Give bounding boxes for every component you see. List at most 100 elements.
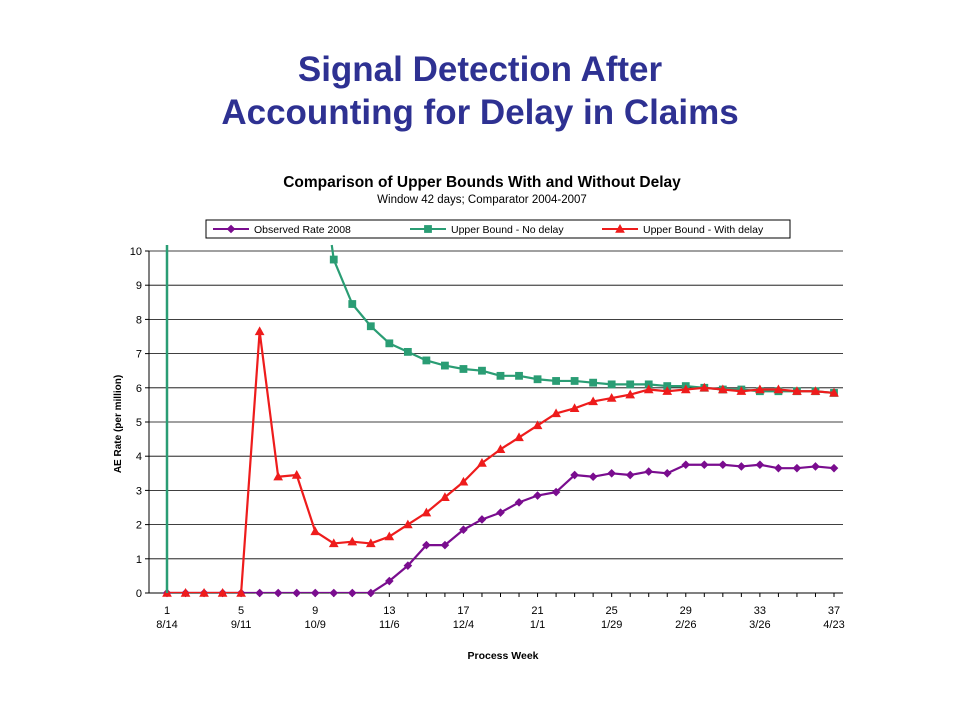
data-point (329, 255, 338, 264)
data-point (552, 377, 560, 385)
x-tick-label-date: 11/6 (379, 619, 400, 631)
data-point (717, 384, 728, 394)
x-tick-label-week: 29 (680, 605, 692, 617)
x-tick-label-week: 21 (531, 605, 543, 617)
y-tick-label: 8 (136, 314, 142, 326)
data-point (532, 420, 543, 430)
data-point (569, 403, 580, 413)
slide-title-line-1: Signal Detection After (297, 50, 663, 89)
series-line (167, 463, 835, 593)
x-tick-label-week: 1 (164, 605, 170, 617)
x-tick-label-date: 10/9 (305, 619, 326, 631)
x-tick-label-date: 3/26 (749, 619, 770, 631)
data-point (644, 467, 654, 476)
x-tick-label-date: 8/14 (156, 619, 177, 631)
data-point (515, 371, 523, 380)
data-point (662, 468, 672, 478)
y-axis-label: AE Rate (per million) (113, 375, 124, 473)
legend-swatch-marker (424, 225, 432, 233)
data-point (255, 588, 264, 598)
data-point (384, 531, 395, 541)
data-point (774, 463, 783, 473)
data-point (514, 432, 524, 442)
legend-box (205, 219, 791, 239)
x-tick-label-week: 37 (828, 605, 840, 617)
chart-legend: Observed Rate 2008 Upper Bound - No delay… (205, 219, 791, 239)
series-line (167, 330, 835, 593)
x-tick-label-date: 1/1 (530, 619, 545, 631)
data-point (273, 471, 284, 481)
data-point (328, 538, 339, 548)
x-tick-label-week: 25 (606, 605, 618, 617)
data-point (643, 384, 654, 394)
data-point (514, 498, 524, 507)
data-point (459, 365, 468, 373)
legend-swatch-marker (226, 224, 236, 234)
y-tick-label: 9 (136, 280, 142, 292)
x-tick-label-week: 13 (383, 605, 395, 617)
data-point (458, 476, 469, 486)
y-tick-label: 10 (130, 246, 142, 258)
data-point (440, 492, 450, 501)
data-point (236, 587, 246, 597)
data-point (422, 356, 431, 365)
data-point (662, 386, 673, 395)
y-tick-label: 5 (136, 417, 142, 429)
data-point (810, 386, 821, 395)
legend-label: Upper Bound - With delay (643, 224, 764, 236)
data-point (477, 515, 487, 524)
x-axis-label: Process Week (467, 650, 538, 662)
data-point (681, 460, 691, 470)
chart-subtitle: Window 42 days; Comparator 2004-2007 (377, 194, 587, 206)
data-point (625, 470, 635, 480)
y-tick-label: 7 (136, 349, 142, 361)
series-line (330, 244, 835, 395)
data-point (347, 588, 357, 598)
slide-title: Signal Detection After Accounting for De… (0, 48, 960, 134)
data-point (533, 375, 542, 384)
data-point (478, 366, 486, 375)
data-point (477, 458, 487, 467)
data-point (496, 508, 505, 517)
data-point (551, 408, 561, 418)
legend-label: Observed Rate 2008 (254, 224, 351, 236)
data-point (699, 460, 709, 470)
data-point (755, 460, 765, 470)
data-point (365, 538, 376, 548)
y-tick-label: 4 (136, 451, 142, 463)
data-point (440, 540, 450, 550)
data-point (533, 491, 542, 500)
data-point (199, 587, 209, 597)
data-point (366, 322, 375, 331)
y-tick-label: 3 (136, 485, 142, 497)
data-point (680, 384, 691, 394)
data-point (570, 470, 579, 480)
y-tick-label: 6 (136, 383, 142, 395)
legend-label: Upper Bound - No delay (451, 224, 564, 236)
data-point (625, 389, 636, 399)
data-point (273, 588, 283, 598)
data-point (551, 487, 561, 497)
data-point (699, 382, 710, 392)
data-point (755, 384, 765, 394)
plot-area: 0 1 2 3 4 5 6 7 8 9 10 1 8/14 5 9/11 9 10/9 13 11/6 17 12/4 2… (130, 244, 845, 631)
x-tick-label-date: 1/29 (601, 619, 622, 631)
data-point (626, 380, 635, 389)
x-tick-label-date: 2/26 (675, 619, 696, 631)
data-point (385, 576, 394, 586)
y-tick-label: 0 (136, 588, 142, 600)
data-point (385, 339, 394, 348)
data-point (310, 588, 320, 598)
data-point (441, 361, 449, 370)
chart-title: Comparison of Upper Bounds With and With… (283, 174, 681, 191)
data-point (606, 393, 617, 402)
x-tick-label-date: 4/23 (823, 619, 844, 631)
data-point (811, 462, 820, 471)
data-point (589, 378, 598, 387)
x-tick-label-week: 33 (754, 605, 766, 617)
x-tick-label-date: 12/4 (453, 619, 474, 631)
data-point (347, 536, 358, 546)
y-tick-label: 1 (136, 554, 142, 566)
legend-swatch-marker (615, 223, 625, 233)
